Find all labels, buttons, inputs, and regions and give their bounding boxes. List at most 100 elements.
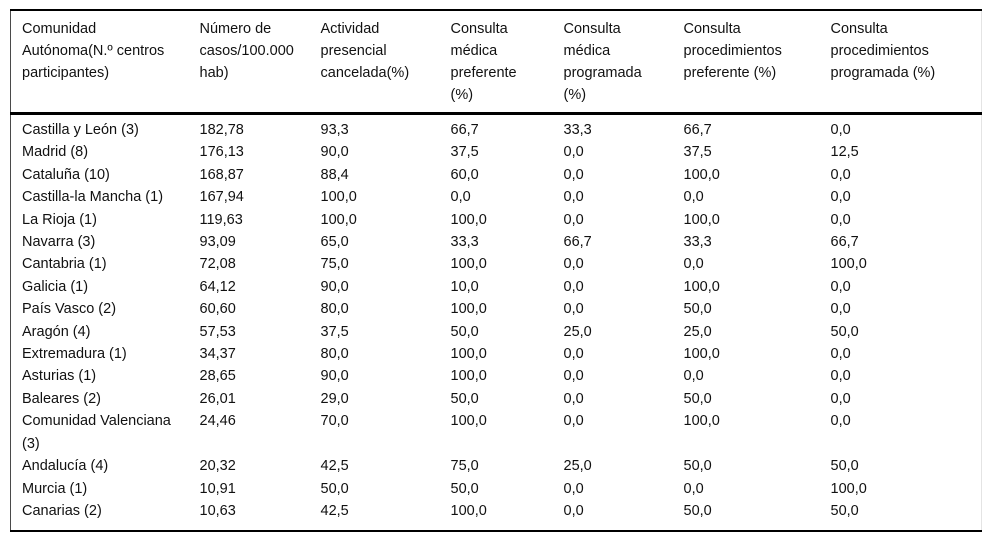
table-row: Baleares (2) 26,01 29,0 50,0 0,0 50,0 0,0 (11, 388, 982, 410)
region-cell: La Rioja (1) (22, 211, 97, 228)
table-row: Navarra (3) 93,09 65,0 33,3 66,7 33,3 66,7 (11, 231, 982, 253)
value-cell: 119,63 (199, 211, 243, 228)
value-cell: 70,0 (320, 413, 349, 430)
value-cell: 0,0 (563, 301, 584, 318)
value-cell: 0,0 (563, 166, 584, 183)
data-table: Comunidad Autónoma(N.º centros participa… (10, 9, 982, 533)
value-cell: 100,0 (830, 256, 867, 273)
column-header-comunidad: Comunidad Autónoma(N.º centros participa… (10, 10, 200, 115)
value-cell: 0,0 (683, 189, 704, 206)
value-cell: 66,7 (563, 234, 592, 251)
value-cell: 37,5 (683, 144, 712, 161)
value-cell: 100,0 (683, 278, 720, 295)
value-cell: 66,7 (683, 122, 712, 138)
region-cell: Aragón (4) (22, 323, 91, 340)
value-cell: 100,0 (450, 346, 487, 363)
value-cell: 50,0 (450, 480, 479, 497)
region-cell: Castilla-la Mancha (1) (22, 189, 164, 206)
value-cell: 0,0 (450, 189, 471, 206)
table-row: Murcia (1) 10,91 50,0 50,0 0,0 0,0 100,0 (11, 478, 982, 500)
value-cell: 10,91 (199, 480, 236, 497)
value-cell: 66,7 (450, 122, 479, 138)
value-cell: 0,0 (563, 346, 584, 363)
region-cell: Asturias (1) (22, 368, 97, 385)
value-cell: 0,0 (683, 256, 704, 273)
value-cell: 100,0 (683, 346, 720, 363)
table-body: Castilla y León (3) 182,78 93,3 66,7 33,3 66,… (11, 114, 982, 532)
value-cell: 57,53 (199, 323, 236, 340)
value-cell: 0,0 (830, 166, 851, 183)
table-row: Andalucía (4) 20,32 42,5 75,0 25,0 50,0 50,0 (11, 455, 982, 477)
table-row: Cantabria (1) 72,08 75,0 100,0 0,0 0,0 100,0 (11, 253, 982, 275)
value-cell: 42,5 (320, 458, 349, 475)
value-cell: 100,0 (320, 211, 357, 228)
value-cell: 28,65 (199, 368, 236, 385)
value-cell: 80,0 (320, 301, 349, 318)
column-header-consulta-medica-programada: Consulta médica programada (%) (563, 10, 684, 115)
column-header-procedimientos-programada: Consulta procedimientos programada (%) (830, 10, 982, 115)
value-cell: 72,08 (199, 256, 236, 273)
table-row: Cataluña (10) 168,87 88,4 60,0 0,0 100,0 0,0 (11, 164, 982, 186)
value-cell: 168,87 (199, 166, 244, 183)
value-cell: 66,7 (830, 234, 859, 251)
value-cell: 0,0 (563, 278, 584, 295)
value-cell: 93,3 (320, 122, 349, 138)
region-cell: Canarias (2) (22, 502, 102, 519)
value-cell: 167,94 (199, 189, 244, 206)
value-cell: 25,0 (563, 323, 592, 340)
value-cell: 60,0 (450, 166, 479, 183)
value-cell: 93,09 (199, 234, 236, 251)
column-header-numero-casos: Número de casos/100.000 hab) (199, 10, 321, 115)
value-cell: 100,0 (683, 166, 720, 183)
value-cell: 42,5 (320, 502, 349, 519)
table-row: Castilla y León (3) 182,78 93,3 66,7 33,3 66,… (11, 114, 982, 142)
value-cell: 65,0 (320, 234, 349, 251)
region-cell: Cantabria (1) (22, 256, 107, 273)
value-cell: 50,0 (683, 502, 712, 519)
value-cell: 50,0 (830, 323, 859, 340)
value-cell: 33,3 (450, 234, 479, 251)
value-cell: 0,0 (830, 346, 851, 363)
value-cell: 0,0 (563, 480, 584, 497)
table-row: Castilla-la Mancha (1) 167,94 100,0 0,0 0,0 0… (11, 186, 982, 208)
value-cell: 0,0 (830, 301, 851, 318)
value-cell: 12,5 (830, 144, 859, 161)
value-cell: 0,0 (563, 502, 584, 519)
value-cell: 0,0 (563, 368, 584, 385)
region-cell: Cataluña (10) (22, 166, 110, 183)
value-cell: 50,0 (830, 502, 859, 519)
value-cell: 0,0 (563, 413, 584, 430)
value-cell: 0,0 (830, 189, 851, 206)
value-cell: 24,46 (199, 413, 236, 430)
value-cell: 0,0 (830, 368, 851, 385)
value-cell: 0,0 (683, 368, 704, 385)
region-cell: Galicia (1) (22, 278, 89, 295)
value-cell: 0,0 (830, 122, 851, 138)
value-cell: 90,0 (320, 278, 349, 295)
value-cell: 10,0 (450, 278, 479, 295)
header-row: Comunidad Autónoma(N.º centros participa… (10, 10, 982, 115)
value-cell: 176,13 (199, 144, 244, 161)
value-cell: 0,0 (563, 256, 584, 273)
value-cell: 0,0 (830, 211, 851, 228)
table-row: País Vasco (2) 60,60 80,0 100,0 0,0 50,0 0,0 (11, 298, 982, 320)
value-cell: 100,0 (683, 413, 720, 430)
table-container: Comunidad Autónoma(N.º centros participa… (10, 9, 982, 533)
value-cell: 37,5 (450, 144, 479, 161)
table-row: Canarias (2) 10,63 42,5 100,0 0,0 50,0 50,0 (11, 500, 982, 531)
value-cell: 20,32 (199, 458, 236, 475)
value-cell: 100,0 (450, 502, 487, 519)
region-cell: Comunidad Valenciana (3) (22, 413, 171, 452)
value-cell: 100,0 (450, 211, 487, 228)
region-cell: Baleares (2) (22, 390, 101, 407)
value-cell: 100,0 (450, 368, 487, 385)
value-cell: 37,5 (320, 323, 349, 340)
value-cell: 50,0 (683, 458, 712, 475)
column-header-actividad-cancelada: Actividad presencial cancelada(%) (320, 10, 451, 115)
value-cell: 80,0 (320, 346, 349, 363)
table-header: Comunidad Autónoma(N.º centros participa… (10, 10, 982, 115)
value-cell: 90,0 (320, 144, 349, 161)
value-cell: 75,0 (320, 256, 349, 273)
value-cell: 0,0 (563, 390, 584, 407)
value-cell: 50,0 (320, 480, 349, 497)
